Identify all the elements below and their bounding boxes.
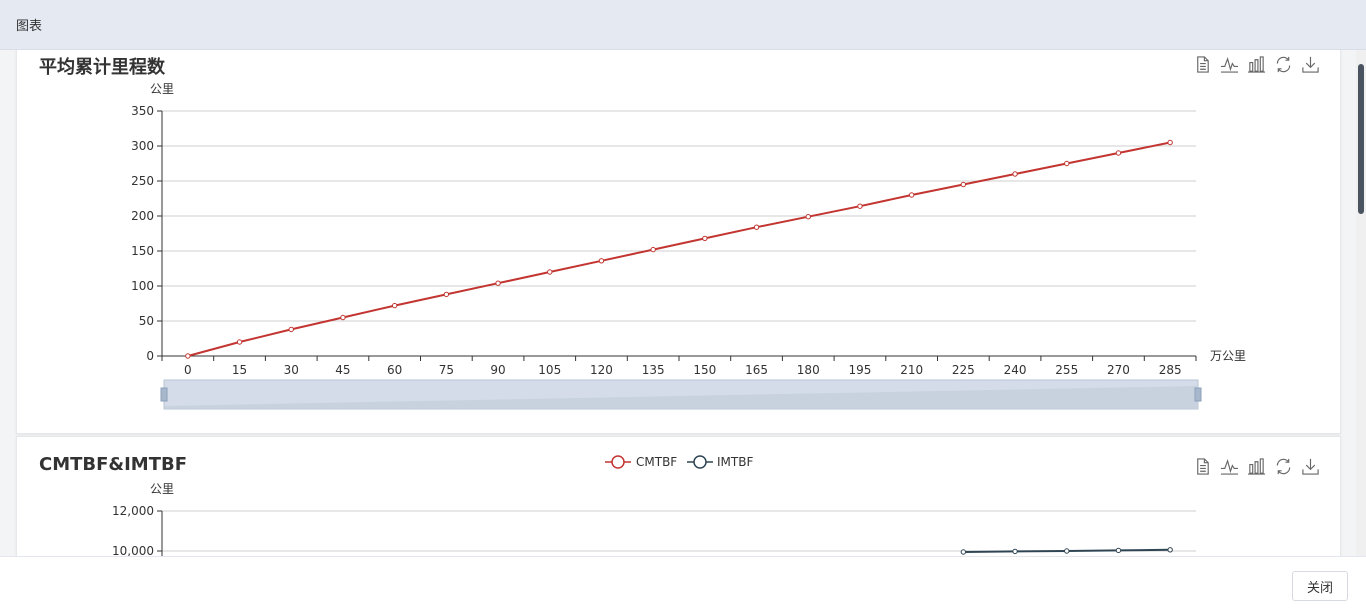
chart-title: 平均累计里程数	[39, 57, 165, 78]
restore-icon[interactable]	[1274, 457, 1293, 476]
legend-item-cmtbf[interactable]: CMTBF	[605, 455, 677, 469]
line-chart-icon[interactable]	[1220, 457, 1239, 476]
x-tick-label: 0	[184, 363, 192, 377]
x-tick-label: 105	[538, 363, 561, 377]
mileage-chart-card: 平均累计里程数	[16, 50, 1341, 434]
data-point	[288, 326, 294, 333]
vertical-scrollbar[interactable]	[1356, 50, 1366, 556]
data-zoom-slider[interactable]	[160, 379, 1202, 410]
close-button[interactable]: 关闭	[1292, 571, 1348, 601]
x-tick-label: 30	[284, 363, 299, 377]
data-point	[650, 246, 656, 253]
zoom-handle-left[interactable]	[160, 387, 168, 402]
chart-scroll-area[interactable]: 平均累计里程数 CMTBF&IMTBF	[0, 50, 1356, 556]
x-tick-label: 195	[848, 363, 871, 377]
data-point	[1064, 548, 1070, 554]
x-tick-label: 270	[1107, 363, 1130, 377]
restore-icon[interactable]	[1274, 55, 1293, 74]
x-tick-label: 150	[693, 363, 716, 377]
data-point	[1167, 139, 1173, 146]
mtbf-chart-card: CMTBF&IMTBF	[16, 436, 1341, 556]
zoom-handle-right[interactable]	[1194, 387, 1202, 402]
x-tick-label: 255	[1055, 363, 1078, 377]
chart-legend: CMTBF IMTBF	[605, 455, 753, 469]
legend-label: CMTBF	[636, 455, 677, 469]
line-chart-icon[interactable]	[1220, 55, 1239, 74]
data-point	[236, 339, 243, 345]
y-axis-label: 公里	[150, 82, 174, 96]
data-point	[753, 224, 760, 230]
data-point	[1012, 171, 1018, 177]
x-tick-label: 165	[745, 363, 768, 377]
x-tick-label: 120	[590, 363, 613, 377]
data-point	[547, 269, 553, 275]
x-tick-label: 285	[1159, 363, 1182, 377]
data-point	[1115, 150, 1122, 156]
data-point	[1167, 547, 1173, 553]
chart-toolbox	[1193, 55, 1320, 74]
y-tick-label: 300	[131, 139, 154, 153]
chart-title: CMTBF&IMTBF	[39, 454, 188, 475]
data-point	[495, 280, 501, 286]
dialog-title: 图表	[16, 19, 43, 34]
bar-chart-icon[interactable]	[1247, 55, 1266, 74]
chart-toolbox	[1193, 457, 1320, 476]
y-tick-label: 50	[139, 314, 154, 328]
y-tick-label: 100	[131, 279, 154, 293]
scrollbar-thumb[interactable]	[1358, 64, 1364, 214]
save-image-icon[interactable]	[1301, 55, 1320, 74]
mileage-series-line	[187, 141, 1171, 357]
data-point	[1115, 547, 1122, 554]
x-tick-label: 45	[335, 363, 350, 377]
y-tick-label: 250	[131, 174, 154, 188]
y-tick-label: 200	[131, 209, 154, 223]
y-tick-label: 10,000	[112, 544, 154, 556]
data-point	[340, 314, 346, 321]
x-tick-label: 210	[900, 363, 923, 377]
y-axis-label: 公里	[150, 482, 174, 496]
bar-chart-icon[interactable]	[1247, 457, 1266, 476]
y-tick-label: 12,000	[112, 504, 154, 518]
data-point	[185, 353, 191, 359]
x-tick-label: 180	[797, 363, 820, 377]
x-tick-label: 60	[387, 363, 402, 377]
y-tick-label: 350	[131, 104, 154, 118]
dialog-header: 图表	[0, 0, 1366, 50]
data-point	[960, 181, 967, 188]
save-image-icon[interactable]	[1301, 457, 1320, 476]
x-tick-label: 225	[952, 363, 975, 377]
legend-label: IMTBF	[717, 455, 753, 469]
data-point	[443, 291, 450, 298]
x-tick-label: 240	[1004, 363, 1027, 377]
y-tick-label: 150	[131, 244, 154, 258]
data-view-icon[interactable]	[1193, 457, 1212, 476]
data-point	[857, 203, 863, 209]
x-tick-label: 15	[232, 363, 247, 377]
data-point	[805, 214, 811, 220]
x-tick-label: 75	[439, 363, 454, 377]
dialog-footer: 关闭	[0, 556, 1366, 614]
y-tick-label: 0	[146, 349, 154, 363]
data-point	[702, 235, 708, 242]
x-axis-label: 万公里	[1210, 349, 1246, 363]
x-tick-label: 90	[490, 363, 505, 377]
data-view-icon[interactable]	[1193, 55, 1212, 74]
data-point	[1064, 160, 1070, 167]
legend-item-imtbf[interactable]: IMTBF	[687, 455, 753, 469]
data-point	[960, 549, 967, 555]
data-point	[391, 302, 398, 309]
data-point	[598, 258, 605, 264]
x-tick-label: 135	[642, 363, 665, 377]
data-point	[908, 192, 915, 198]
data-point	[1012, 548, 1018, 555]
